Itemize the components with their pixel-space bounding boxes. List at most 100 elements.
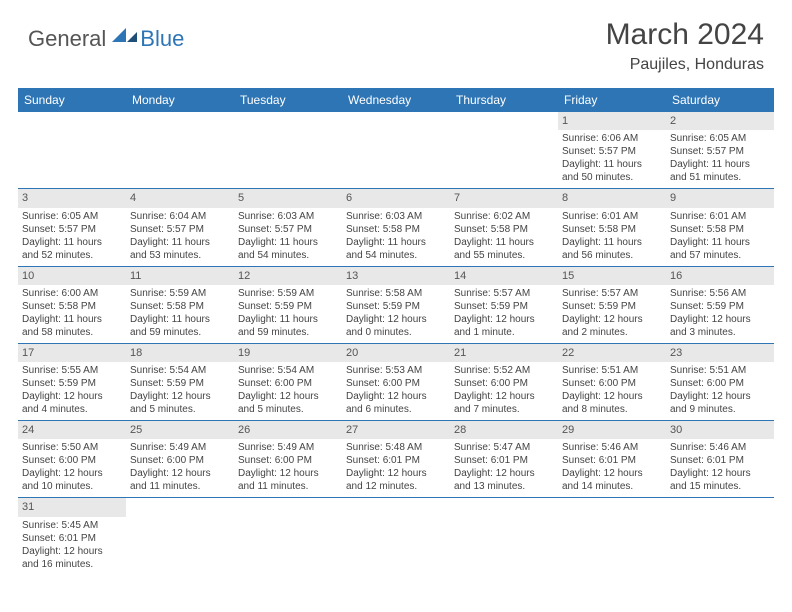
daylight-line-1: Daylight: 12 hours	[454, 390, 554, 403]
calendar-cell: 19Sunrise: 5:54 AMSunset: 6:00 PMDayligh…	[234, 343, 342, 420]
sunset-line: Sunset: 6:01 PM	[562, 454, 662, 467]
daylight-line-2: and 1 minute.	[454, 326, 554, 339]
day-details: Sunrise: 6:02 AMSunset: 5:58 PMDaylight:…	[454, 210, 554, 262]
daylight-line-2: and 53 minutes.	[130, 249, 230, 262]
daylight-line-1: Daylight: 12 hours	[130, 467, 230, 480]
day-details: Sunrise: 5:45 AMSunset: 6:01 PMDaylight:…	[22, 519, 122, 571]
month-title: March 2024	[606, 18, 764, 52]
daylight-line-2: and 11 minutes.	[130, 480, 230, 493]
day-details: Sunrise: 5:49 AMSunset: 6:00 PMDaylight:…	[130, 441, 230, 493]
daylight-line-1: Daylight: 11 hours	[562, 158, 662, 171]
calendar-cell: 17 Sunrise: 5:55 AMSunset: 5:59 PMDayligh…	[18, 343, 126, 420]
sunrise-line: Sunrise: 5:53 AM	[346, 364, 446, 377]
calendar-row: 17Sunrise: 5:55 AMSunset: 5:59 PMDayligh…	[18, 343, 774, 420]
sunrise-line: Sunrise: 5:50 AM	[22, 441, 122, 454]
daylight-line-2: and 13 minutes.	[454, 480, 554, 493]
day-number: 13	[342, 267, 450, 285]
day-details: Sunrise: 6:04 AMSunset: 5:57 PMDaylight:…	[130, 210, 230, 262]
sunrise-line: Sunrise: 6:02 AM	[454, 210, 554, 223]
day-header: Friday	[558, 88, 666, 112]
sunset-line: Sunset: 5:59 PM	[454, 300, 554, 313]
header: General Blue March 2024 Paujiles, Hondur…	[0, 0, 792, 82]
calendar-cell: 27 Sunrise: 5:48 AMSunset: 6:01 PMDayligh…	[342, 421, 450, 498]
day-details: Sunrise: 5:53 AMSunset: 6:00 PMDaylight:…	[346, 364, 446, 416]
sunrise-line: Sunrise: 6:01 AM	[670, 210, 770, 223]
sunset-line: Sunset: 5:59 PM	[346, 300, 446, 313]
day-number: 28	[450, 421, 558, 439]
calendar-cell-empty	[234, 112, 342, 189]
day-number: 24	[18, 421, 126, 439]
daylight-line-1: Daylight: 12 hours	[562, 390, 662, 403]
sunset-line: Sunset: 6:00 PM	[238, 377, 338, 390]
daylight-line-1: Daylight: 12 hours	[346, 390, 446, 403]
calendar-cell: 14Sunrise: 5:57 AMSunset: 5:59 PMDayligh…	[450, 266, 558, 343]
logo-text-general: General	[28, 26, 106, 52]
calendar-cell: 7 Sunrise: 6:02 AMSunset: 5:58 PMDaylight…	[450, 189, 558, 266]
sunrise-line: Sunrise: 5:45 AM	[22, 519, 122, 532]
daylight-line-2: and 51 minutes.	[670, 171, 770, 184]
sunset-line: Sunset: 5:59 PM	[22, 377, 122, 390]
daylight-line-1: Daylight: 11 hours	[130, 313, 230, 326]
daylight-line-2: and 4 minutes.	[22, 403, 122, 416]
calendar-cell-empty	[234, 498, 342, 575]
logo: General Blue	[28, 18, 184, 52]
day-number: 25	[126, 421, 234, 439]
day-details: Sunrise: 5:56 AMSunset: 5:59 PMDaylight:…	[670, 287, 770, 339]
calendar-cell: 2Sunrise: 6:05 AMSunset: 5:57 PMDaylight…	[666, 112, 774, 189]
daylight-line-1: Daylight: 12 hours	[346, 313, 446, 326]
day-number: 27	[342, 421, 450, 439]
sunrise-line: Sunrise: 6:06 AM	[562, 132, 662, 145]
sunrise-line: Sunrise: 5:58 AM	[346, 287, 446, 300]
sunset-line: Sunset: 5:58 PM	[130, 300, 230, 313]
day-number: 4	[126, 189, 234, 207]
sunset-line: Sunset: 5:59 PM	[562, 300, 662, 313]
day-details: Sunrise: 5:46 AMSunset: 6:01 PMDaylight:…	[562, 441, 662, 493]
day-details: Sunrise: 5:46 AMSunset: 6:01 PMDaylight:…	[670, 441, 770, 493]
calendar-cell: 10Sunrise: 6:00 AMSunset: 5:58 PMDayligh…	[18, 266, 126, 343]
daylight-line-1: Daylight: 12 hours	[670, 467, 770, 480]
day-header: Sunday	[18, 88, 126, 112]
day-number: 1	[558, 112, 666, 130]
sunset-line: Sunset: 5:59 PM	[238, 300, 338, 313]
sunset-line: Sunset: 5:58 PM	[562, 223, 662, 236]
day-details: Sunrise: 5:59 AMSunset: 5:59 PMDaylight:…	[238, 287, 338, 339]
day-number: 31	[18, 498, 126, 516]
calendar-cell: 24Sunrise: 5:50 AMSunset: 6:00 PMDayligh…	[18, 421, 126, 498]
daylight-line-2: and 58 minutes.	[22, 326, 122, 339]
day-details: Sunrise: 6:03 AMSunset: 5:57 PMDaylight:…	[238, 210, 338, 262]
calendar-row: 3Sunrise: 6:05 AMSunset: 5:57 PMDaylight…	[18, 189, 774, 266]
day-details: Sunrise: 6:03 AMSunset: 5:58 PMDaylight:…	[346, 210, 446, 262]
day-number: 14	[450, 267, 558, 285]
daylight-line-1: Daylight: 11 hours	[22, 313, 122, 326]
sunrise-line: Sunrise: 5:52 AM	[454, 364, 554, 377]
daylight-line-1: Daylight: 12 hours	[22, 467, 122, 480]
calendar-cell: 3Sunrise: 6:05 AMSunset: 5:57 PMDaylight…	[18, 189, 126, 266]
calendar-cell: 25 Sunrise: 5:49 AMSunset: 6:00 PMDayligh…	[126, 421, 234, 498]
day-number: 21	[450, 344, 558, 362]
location: Paujiles, Honduras	[606, 56, 764, 74]
day-details: Sunrise: 6:05 AMSunset: 5:57 PMDaylight:…	[670, 132, 770, 184]
daylight-line-1: Daylight: 12 hours	[238, 467, 338, 480]
sunrise-line: Sunrise: 5:57 AM	[562, 287, 662, 300]
sunrise-line: Sunrise: 6:05 AM	[670, 132, 770, 145]
calendar-cell: 30Sunrise: 5:46 AMSunset: 6:01 PMDayligh…	[666, 421, 774, 498]
day-details: Sunrise: 5:52 AMSunset: 6:00 PMDaylight:…	[454, 364, 554, 416]
sunset-line: Sunset: 6:01 PM	[22, 532, 122, 545]
day-header: Saturday	[666, 88, 774, 112]
day-details: Sunrise: 5:55 AMSunset: 5:59 PMDaylight:…	[22, 364, 122, 416]
sunrise-line: Sunrise: 5:57 AM	[454, 287, 554, 300]
day-number: 17	[18, 344, 126, 362]
daylight-line-2: and 11 minutes.	[238, 480, 338, 493]
daylight-line-1: Daylight: 12 hours	[670, 390, 770, 403]
daylight-line-2: and 12 minutes.	[346, 480, 446, 493]
calendar-cell: 18Sunrise: 5:54 AMSunset: 5:59 PMDayligh…	[126, 343, 234, 420]
sunrise-line: Sunrise: 5:55 AM	[22, 364, 122, 377]
day-header: Thursday	[450, 88, 558, 112]
day-number: 26	[234, 421, 342, 439]
calendar-cell-empty	[450, 498, 558, 575]
day-number: 7	[450, 189, 558, 207]
daylight-line-2: and 14 minutes.	[562, 480, 662, 493]
daylight-line-1: Daylight: 11 hours	[670, 158, 770, 171]
day-details: Sunrise: 5:48 AMSunset: 6:01 PMDaylight:…	[346, 441, 446, 493]
day-details: Sunrise: 5:51 AMSunset: 6:00 PMDaylight:…	[670, 364, 770, 416]
